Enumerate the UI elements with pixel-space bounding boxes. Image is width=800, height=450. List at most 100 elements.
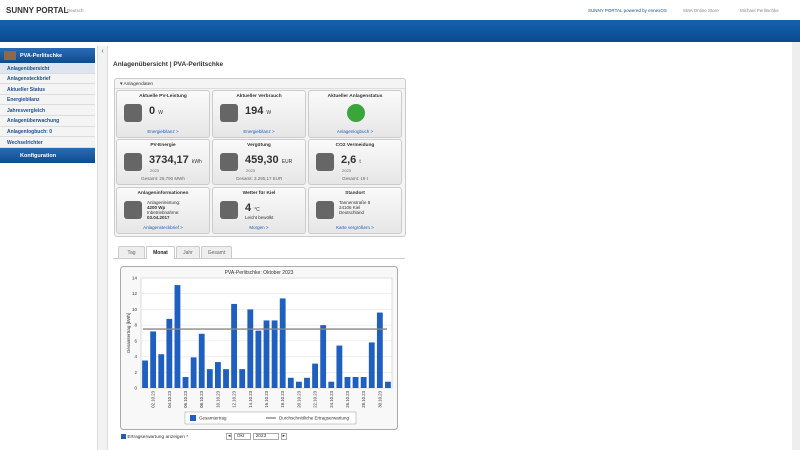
x-tick-label: 30.10.23 <box>377 390 382 407</box>
card-link[interactable]: Karte vergrößern > <box>336 225 374 230</box>
blue-band <box>0 20 800 42</box>
panel-title[interactable]: ▾ Anlagendaten <box>115 79 405 89</box>
card-title: Wetter für Kiel <box>242 191 276 196</box>
card-title: Aktueller Verbrauch <box>236 94 282 99</box>
bar <box>190 357 197 388</box>
bar <box>206 369 213 388</box>
value: 0 <box>149 105 156 117</box>
x-tick-label: 18.10.23 <box>280 390 285 407</box>
card-title: Aktueller Anlagenstatus <box>327 94 383 99</box>
portal-link[interactable]: SUNNY PORTAL powered by ennexOS <box>588 8 667 13</box>
tab[interactable]: Gesamt <box>201 246 232 258</box>
unit: °C <box>254 207 260 213</box>
card-link[interactable]: Morgen > <box>249 225 269 230</box>
card-icon <box>220 104 238 122</box>
bar <box>368 342 375 388</box>
plant-name: PVA-Perlitschke <box>20 53 63 59</box>
card-icon <box>220 201 238 219</box>
card-icon <box>220 153 238 171</box>
card-line: 03.04.2017 <box>147 215 170 220</box>
y-tick-label: 12 <box>132 291 138 296</box>
bar <box>385 381 391 388</box>
card-line: Inbetriebnahme: <box>147 210 180 215</box>
config[interactable]: Konfiguration <box>0 147 95 163</box>
menu-item[interactable]: Wechselrichter <box>0 137 95 148</box>
bar <box>376 312 383 388</box>
card-icon <box>316 201 334 219</box>
legend-label: Gesamtertrag <box>199 416 227 421</box>
bar <box>158 354 165 388</box>
checkbox-label: Ertragserwartung anzeigen * <box>127 434 189 440</box>
menu-item[interactable]: Aktueller Status <box>0 84 95 95</box>
y-axis-label: Gesamtertrag [kWh] <box>126 313 131 353</box>
x-tick-label: 14.10.23 <box>248 390 253 407</box>
language[interactable]: Deutsch <box>67 8 84 13</box>
card: Wetter für Kiel 4 °C Leicht bewölkt Morgen … <box>212 187 306 234</box>
month-select[interactable]: Okt <box>233 433 252 440</box>
menu-item[interactable]: Jahresvergleich <box>0 105 95 116</box>
bar <box>182 377 189 388</box>
collapse-bar[interactable]: ‹ <box>97 46 108 450</box>
card-year: 2023 <box>342 168 351 173</box>
checkbox[interactable] <box>121 434 126 439</box>
card-year: 2023 <box>246 168 255 173</box>
value: 3734,17 <box>149 154 189 166</box>
menu-item[interactable]: Anlagenübersicht <box>0 63 95 74</box>
card-title: Aktuelle PV-Leistung <box>139 94 187 99</box>
bar <box>352 377 359 388</box>
year-select[interactable]: 2023 <box>252 433 280 440</box>
y-tick-label: 0 <box>134 386 137 391</box>
card-value: 0 W <box>149 105 163 117</box>
bar <box>231 303 238 388</box>
y-tick-label: 8 <box>134 323 137 328</box>
legend-label: Durchschnittliche Ertragserwartung <box>279 416 350 421</box>
menu-item[interactable]: Energiebilanz <box>0 95 95 106</box>
bar <box>312 363 318 388</box>
bar <box>320 325 327 388</box>
bar <box>223 369 229 388</box>
bar <box>263 320 270 388</box>
x-tick-label: 26.10.23 <box>345 390 350 407</box>
x-tick-label: 12.10.23 <box>232 390 237 407</box>
card-link[interactable]: Anlagenlogbuch > <box>336 129 374 134</box>
bar <box>142 360 148 388</box>
card-total: Gesamt: 19 t <box>342 176 368 181</box>
legend-swatch <box>190 415 196 421</box>
chart-title: PVA-Perlitschke: Oktober 2023 <box>225 270 294 276</box>
bar <box>255 330 262 388</box>
bar <box>360 377 367 388</box>
card-title: PV-Energie <box>150 143 176 148</box>
card: Vergütung 459,30 EUR 2023 Gesamt: 3.295,17 … <box>212 139 306 185</box>
tab[interactable]: Tag <box>118 246 145 258</box>
card: Anlageninformationen Anlagenleistung: 4200… <box>116 187 210 234</box>
tab[interactable]: Jahr <box>176 246 200 258</box>
x-tick-label: 06.10.23 <box>183 390 188 407</box>
card-icon <box>124 153 142 171</box>
store-link[interactable]: SMA Online Store <box>683 8 719 13</box>
menu-item[interactable]: Anlagenüberwachung <box>0 116 95 127</box>
prev[interactable]: ◂ <box>226 433 233 440</box>
card-value: 4 °C <box>245 202 260 214</box>
chart: PVA-Perlitschke: Oktober 2023 Gesamtertr… <box>120 266 398 430</box>
unit: EUR <box>281 159 293 165</box>
menu-item[interactable]: Anlagensteckbrief <box>0 74 95 85</box>
card-link[interactable]: Anlagensteckbrief > <box>143 225 183 230</box>
logo: SUNNY PORTAL <box>6 6 69 15</box>
expectation-toggle[interactable]: Ertragserwartung anzeigen * <box>121 434 188 440</box>
x-tick-label: 08.10.23 <box>199 390 204 407</box>
card-link[interactable]: Energiebilanz > <box>243 129 275 134</box>
tab[interactable]: Monat <box>146 246 175 259</box>
plant-header[interactable]: PVA-Perlitschke <box>0 48 95 63</box>
card-link[interactable]: Energiebilanz > <box>147 129 179 134</box>
y-tick-label: 2 <box>134 370 137 375</box>
unit: kWh <box>191 159 202 165</box>
next[interactable]: ▸ <box>280 433 288 440</box>
x-tick-label: 20.10.23 <box>296 390 301 407</box>
tab-content <box>113 258 405 448</box>
menu-item[interactable]: Anlagenlogbuch: 0 <box>0 127 95 138</box>
value: 459,30 <box>245 154 279 166</box>
page-title: Anlagenübersicht | PVA-Perlitschke <box>113 61 224 68</box>
user[interactable]: Michael Perlitschke <box>740 8 779 13</box>
card-line: Leicht bewölkt <box>245 215 274 220</box>
